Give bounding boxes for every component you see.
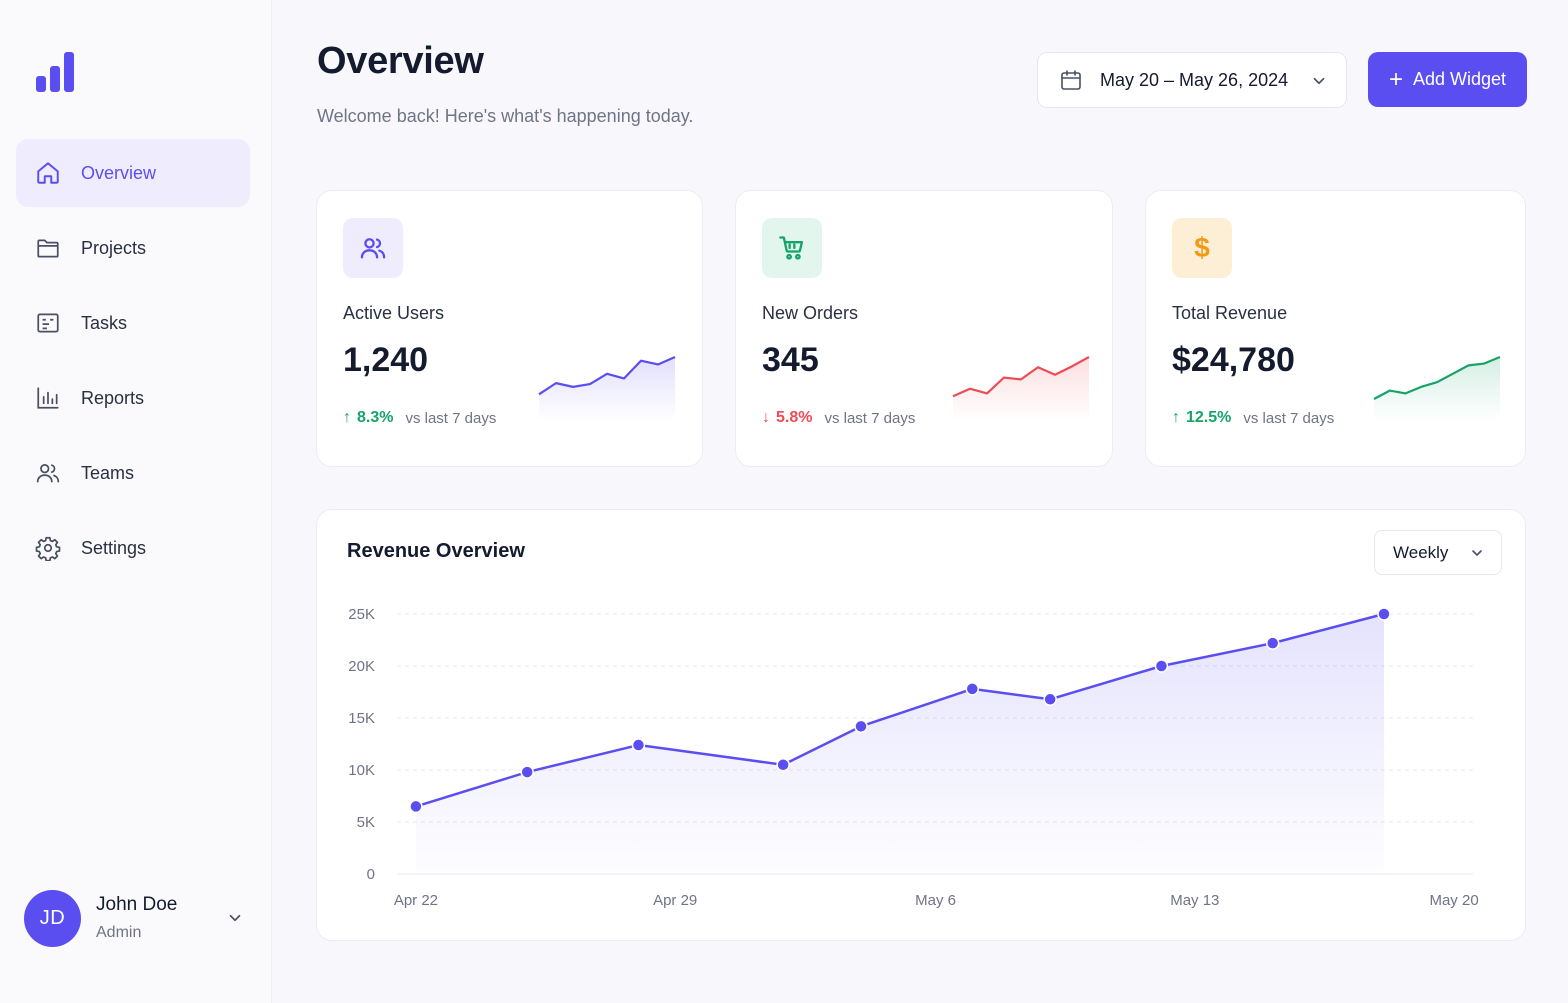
- logo-icon[interactable]: [34, 50, 76, 94]
- stat-comparison: vs last 7 days: [405, 409, 497, 427]
- sidebar-item-label: Settings: [81, 537, 147, 558]
- page-subtitle: Welcome back! Here's what's happening to…: [317, 106, 694, 126]
- stat-delta: ↓ 5.8% vs last 7 days: [762, 409, 915, 427]
- page-title: Overview: [317, 40, 484, 82]
- stat-delta: ↑ 8.3% vs last 7 days: [343, 409, 496, 427]
- sparkline: [1373, 355, 1501, 421]
- arrow-up-icon: ↑: [1172, 409, 1180, 426]
- x-tick-label: May 20: [1429, 892, 1478, 909]
- arrow-down-icon: ↓: [762, 409, 770, 426]
- sparkline-line: [538, 355, 676, 396]
- stat-delta-percent: 12.5%: [1186, 409, 1232, 426]
- gear-icon: [35, 535, 61, 561]
- revenue-line: [415, 612, 1385, 808]
- sparkline-area: [953, 357, 1089, 421]
- stat-delta-percent: 8.3%: [357, 409, 394, 426]
- y-tick-label: 0: [367, 866, 375, 883]
- sidebar: Overview Projects Tasks Reports Teams: [0, 0, 272, 1003]
- user-role: Admin: [96, 924, 142, 941]
- chart-title: Revenue Overview: [347, 540, 525, 562]
- bar-chart-icon: [35, 385, 61, 411]
- x-tick-label: Apr 22: [394, 892, 438, 909]
- x-tick-label: May 6: [915, 892, 956, 909]
- period-select[interactable]: Weekly: [1374, 530, 1502, 575]
- stat-title: Total Revenue: [1172, 303, 1288, 323]
- data-point[interactable]: [776, 758, 790, 772]
- chevron-down-icon: [1472, 550, 1482, 556]
- sidebar-item-label: Tasks: [81, 312, 128, 333]
- stat-value: 1,240: [343, 341, 429, 379]
- stat-card-total-revenue: $ Total Revenue $24,780 ↑ 12.5% vs last …: [1145, 190, 1526, 467]
- dollar-icon: $: [1172, 218, 1232, 278]
- data-point[interactable]: [965, 682, 980, 696]
- sparkline-area: [1374, 357, 1500, 421]
- sidebar-item-label: Projects: [81, 237, 147, 258]
- data-point[interactable]: [1265, 636, 1280, 650]
- users-icon: [35, 460, 61, 486]
- add-widget-label: Add Widget: [1412, 69, 1507, 89]
- sidebar-item-label: Teams: [81, 462, 135, 483]
- stat-comparison: vs last 7 days: [824, 409, 916, 427]
- date-range-label: May 20 – May 26, 2024: [1100, 69, 1289, 90]
- x-tick-label: Apr 29: [653, 892, 697, 909]
- revenue-chart: 0 5K 10K 15K 20K 25K Apr 22 Apr 29 May 6 May 13 Ma…: [348, 606, 1478, 909]
- data-point[interactable]: [520, 765, 534, 779]
- revenue-chart-card: 0 5K 10K 15K 20K 25K Apr 22 Apr 29 May 6 May 13 Ma…: [316, 509, 1526, 941]
- sidebar-item-reports[interactable]: Reports: [16, 364, 250, 432]
- stat-card-active-users: Active Users 1,240 ↑ 8.3% vs last 7 days: [316, 190, 703, 467]
- folder-icon: [35, 235, 61, 261]
- stat-value: 345: [762, 341, 819, 379]
- period-select-value: Weekly: [1393, 542, 1449, 562]
- tasks-icon: [35, 310, 61, 336]
- plus-icon: +: [1388, 65, 1403, 93]
- cart-icon: [762, 218, 822, 278]
- sidebar-item-overview[interactable]: Overview: [16, 139, 250, 207]
- user-menu[interactable]: JD John Doe Admin: [24, 889, 256, 947]
- stat-value: $24,780: [1172, 341, 1295, 379]
- calendar-icon: [1061, 70, 1081, 90]
- sparkline-line: [1373, 355, 1501, 400]
- stat-comparison: vs last 7 days: [1243, 409, 1335, 427]
- avatar[interactable]: JD: [24, 889, 81, 947]
- chevron-down-icon[interactable]: [226, 909, 244, 927]
- y-tick-label: 5K: [357, 814, 375, 831]
- sparkline-area: [539, 357, 675, 421]
- y-tick-label: 15K: [348, 710, 375, 727]
- sparkline: [952, 356, 1090, 421]
- data-point[interactable]: [631, 738, 646, 752]
- stat-delta-percent: 5.8%: [776, 409, 813, 426]
- data-point[interactable]: [1043, 692, 1057, 707]
- sidebar-nav: Overview Projects Tasks Reports Teams: [16, 139, 250, 589]
- y-tick-label: 25K: [348, 606, 375, 623]
- sidebar-item-label: Reports: [81, 387, 145, 408]
- y-tick-label: 20K: [348, 658, 375, 675]
- data-point[interactable]: [1377, 607, 1391, 621]
- sidebar-item-label: Overview: [81, 162, 157, 183]
- sidebar-item-teams[interactable]: Teams: [16, 439, 250, 507]
- sidebar-item-tasks[interactable]: Tasks: [16, 289, 250, 357]
- sparkline-line: [952, 356, 1090, 398]
- stat-title: New Orders: [762, 303, 859, 323]
- stat-title: Active Users: [343, 303, 445, 323]
- data-point[interactable]: [1154, 659, 1169, 673]
- home-icon: [35, 160, 61, 186]
- sparkline: [538, 355, 676, 421]
- data-point[interactable]: [854, 719, 868, 734]
- stat-card-new-orders: New Orders 345 ↓ 5.8% vs last 7 days: [735, 190, 1113, 467]
- users-icon: [343, 218, 403, 278]
- sidebar-item-projects[interactable]: Projects: [16, 214, 250, 282]
- chevron-down-icon: [1313, 77, 1325, 85]
- date-range-picker[interactable]: May 20 – May 26, 2024: [1037, 52, 1347, 108]
- data-point[interactable]: [409, 799, 423, 814]
- sidebar-item-settings[interactable]: Settings: [16, 514, 250, 582]
- add-widget-button[interactable]: + Add Widget: [1368, 52, 1527, 107]
- arrow-up-icon: ↑: [343, 409, 351, 426]
- x-tick-label: May 13: [1170, 892, 1219, 909]
- revenue-area: [415, 614, 1384, 874]
- user-name: John Doe: [96, 894, 178, 915]
- stat-delta: ↑ 12.5% vs last 7 days: [1172, 409, 1334, 427]
- y-tick-label: 10K: [348, 762, 375, 779]
